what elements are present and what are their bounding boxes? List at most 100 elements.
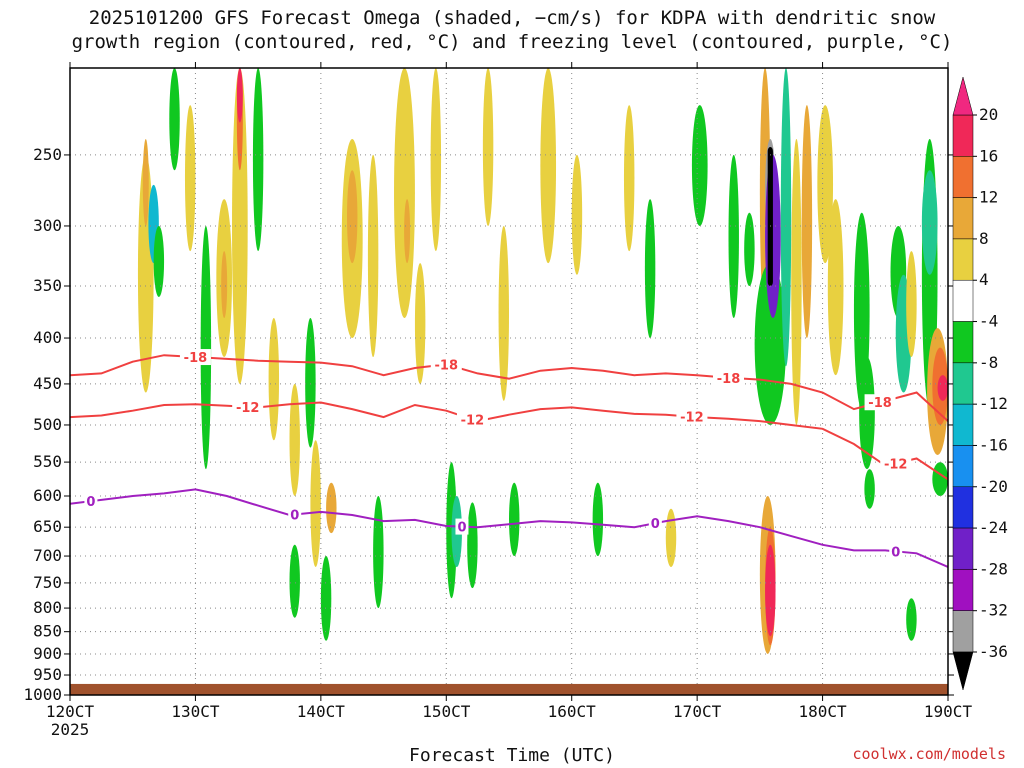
omega-cell xyxy=(482,68,494,226)
colorbar-bin xyxy=(952,197,974,240)
plot-area: -18 -18 -18 -18 -12 -12 -12 -12 0 0 0 0 0 xyxy=(70,68,948,695)
contour-line--12 xyxy=(70,401,948,481)
omega-cell xyxy=(540,68,557,264)
y-tick-label: 700 xyxy=(33,546,62,565)
omega-cell xyxy=(765,544,776,637)
omega-cell xyxy=(571,154,583,275)
y-tick-label: 550 xyxy=(33,452,62,471)
omega-cell xyxy=(864,469,875,509)
colorbar-bin xyxy=(952,527,974,570)
contour-line--18 xyxy=(70,354,948,422)
omega-cell xyxy=(153,225,165,297)
plot-frame xyxy=(69,67,949,696)
y-tick-label: 800 xyxy=(33,598,62,617)
contour-label-bg xyxy=(455,518,469,535)
colorbar-bin xyxy=(952,610,974,653)
contour-label-bg xyxy=(864,394,896,411)
contour-label: -18 xyxy=(717,372,741,387)
colorbar-label: 4 xyxy=(979,270,989,289)
colorbar-bin xyxy=(952,362,974,405)
contour-label: -12 xyxy=(680,411,704,426)
colorbar-bin xyxy=(952,238,974,281)
omega-cell xyxy=(305,318,316,448)
colorbar-label: -12 xyxy=(979,394,1008,413)
omega-cell xyxy=(326,482,337,534)
omega-cell xyxy=(252,68,264,252)
colorbar-bin xyxy=(952,445,974,488)
colorbar-label: 16 xyxy=(979,146,998,165)
colorbar-bin xyxy=(952,569,974,611)
omega-cell xyxy=(289,544,300,618)
contour-label: -12 xyxy=(461,413,485,428)
colorbar-bin xyxy=(952,321,974,364)
colorbar-bin xyxy=(952,156,974,198)
colorbar-label: -24 xyxy=(979,518,1008,537)
omega-cell xyxy=(906,598,917,641)
x-tick-label: 130CT xyxy=(171,702,220,721)
omega-cell xyxy=(827,199,844,376)
axes: 250 300 350 400 450 500 550 600 650 700 750 800 850 9… xyxy=(23,62,972,739)
x-tick-label: 180CT xyxy=(798,702,847,721)
omega-cell xyxy=(430,68,442,252)
omega-cell xyxy=(932,462,948,496)
omega-cell xyxy=(921,170,938,275)
contour-label-bg xyxy=(713,369,744,386)
omega-cell xyxy=(200,225,212,470)
y-tick-label: 1000 xyxy=(23,685,62,704)
y-tick-label: 600 xyxy=(33,486,62,505)
colorbar-label: 20 xyxy=(979,105,998,124)
omega-cell xyxy=(644,199,656,339)
contour-label: -12 xyxy=(884,457,908,472)
colorbar-bin xyxy=(952,486,974,529)
omega-cell xyxy=(623,105,635,252)
contour-label-bg xyxy=(179,349,211,366)
omega-cell xyxy=(169,68,180,171)
contour-line-0 xyxy=(70,488,948,568)
colorbar-label: -36 xyxy=(979,642,1008,661)
omega-cell xyxy=(744,212,755,287)
colorbar-bin xyxy=(952,403,974,446)
omega-cell xyxy=(817,105,834,264)
x-tick-label: 140CT xyxy=(297,702,346,721)
omega-min-core xyxy=(767,147,773,287)
omega-cell xyxy=(754,263,786,425)
colorbar-under-arrow xyxy=(952,651,974,691)
x-tick-label: 190CT xyxy=(924,702,973,721)
contour-label: 0 xyxy=(457,521,466,536)
y-tick-label: 300 xyxy=(33,216,62,235)
colorbar-label: 12 xyxy=(979,188,998,207)
colorbar: 20 16 12 8 4 -4 -8 -12 -16 -20 -24 -28 -32 -36 xyxy=(952,76,1008,691)
omega-cell xyxy=(346,170,358,264)
omega-cell xyxy=(467,502,478,589)
y-tick-label: 500 xyxy=(33,415,62,434)
plot-inner: -18 -18 -18 -18 -12 -12 -12 -12 0 0 0 0 0 xyxy=(70,68,948,695)
omega-cell xyxy=(859,357,875,470)
ground-terrain xyxy=(70,683,948,695)
y-tick-label: 250 xyxy=(33,145,62,164)
chart-title: 2025101200 GFS Forecast Omega (shaded, −… xyxy=(0,6,1024,54)
contour-label-bg xyxy=(232,398,264,415)
contour-label: 0 xyxy=(290,508,299,523)
colorbar-label: -32 xyxy=(979,601,1008,620)
omega-cell xyxy=(780,68,792,367)
omega-cell xyxy=(446,462,457,599)
y-tick-label: 350 xyxy=(33,276,62,295)
contour-label-bg xyxy=(676,408,708,425)
contour-label-bg xyxy=(430,356,462,373)
colorbar-label: -28 xyxy=(979,559,1008,578)
contour-label: -18 xyxy=(435,358,459,373)
contour-label: -12 xyxy=(236,401,260,416)
omega-cell xyxy=(142,139,149,226)
omega-cell xyxy=(404,199,411,264)
y-tick-label: 450 xyxy=(33,374,62,393)
colorbar-label: 8 xyxy=(979,229,989,248)
omega-cell xyxy=(592,482,604,557)
omega-cell xyxy=(310,440,321,568)
colorbar-label: -16 xyxy=(979,435,1008,454)
contour-label: -18 xyxy=(868,396,892,411)
omega-cell xyxy=(665,508,677,568)
source-credit: coolwx.com/models xyxy=(852,745,1006,763)
omega-cell xyxy=(906,251,917,358)
omega-cell xyxy=(791,139,802,425)
